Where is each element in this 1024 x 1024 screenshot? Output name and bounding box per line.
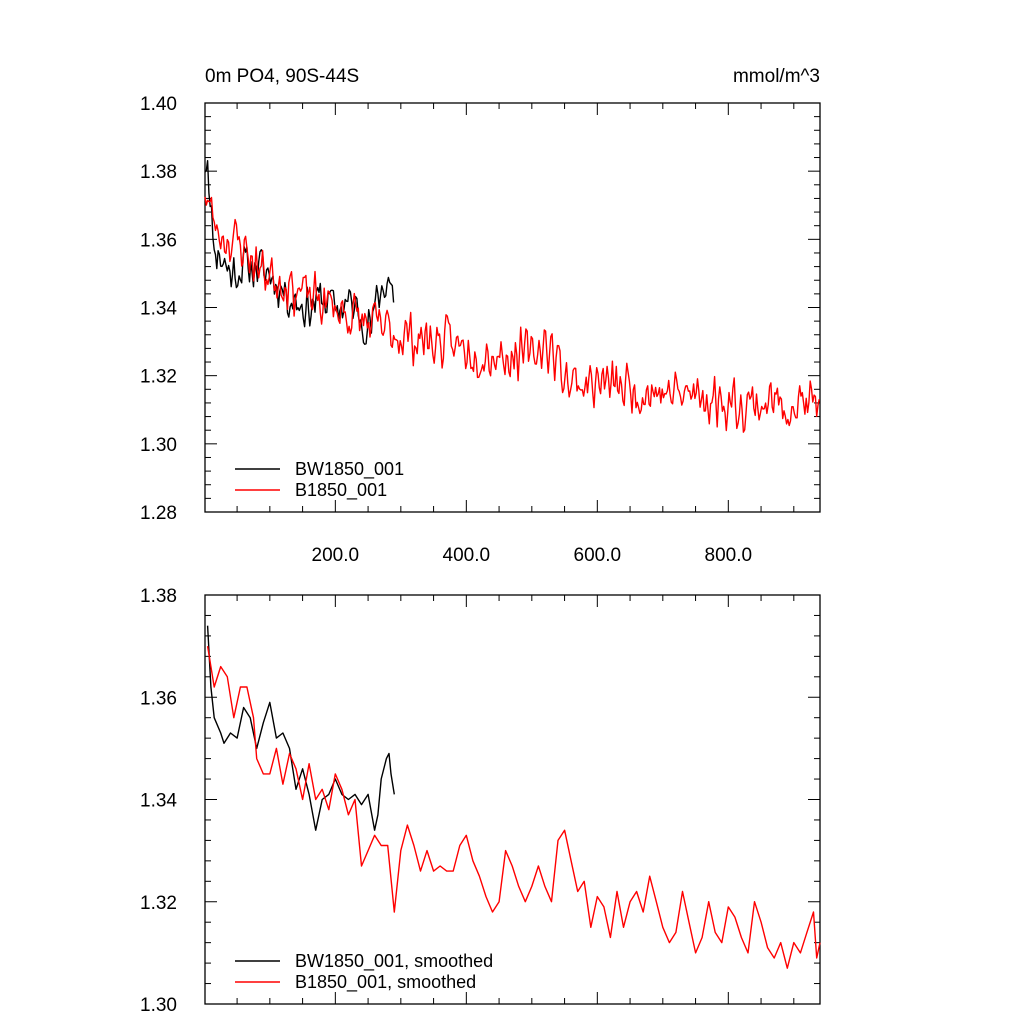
y-tick-label: 1.38	[140, 586, 177, 607]
x-tick-label: 200.0	[312, 545, 360, 566]
y-tick-label: 1.36	[140, 230, 177, 251]
series-group-bottom	[206, 625, 821, 969]
plot-frame-bottom	[204, 594, 821, 1005]
series-line-b1850-001	[204, 196, 820, 433]
y-tick-label: 1.32	[140, 893, 177, 914]
legend-bottom: BW1850_001, smoothed B1850_001, smoothed	[235, 951, 493, 993]
legend-label-bw1850-smoothed: BW1850_001, smoothed	[295, 951, 493, 972]
series-group-top	[204, 160, 820, 433]
plot-frame-top	[204, 102, 821, 513]
y-tick-label: 1.34	[140, 299, 177, 320]
x-tick-label: 800.0	[705, 545, 753, 566]
y-tick-labels-bottom: 1.30 1.32 1.34 1.36 1.38	[140, 586, 177, 1016]
axis-ticks-bottom	[205, 594, 820, 1005]
axis-ticks-top	[205, 102, 820, 513]
x-tick-label: 600.0	[574, 545, 622, 566]
y-tick-label: 1.32	[140, 367, 177, 388]
y-tick-labels-top: 1.28 1.30 1.32 1.34 1.36 1.38 1.40	[140, 94, 177, 524]
legend-label-b1850: B1850_001	[295, 480, 387, 501]
legend-label-bw1850: BW1850_001	[295, 459, 404, 480]
series-line-bw1850-001	[204, 160, 395, 345]
x-tick-label: 400.0	[443, 545, 491, 566]
y-tick-label: 1.40	[140, 94, 177, 115]
y-tick-label: 1.30	[140, 995, 177, 1016]
panel-top: 0m PO4, 90S-44S mmol/m^3 1.28 1.30 1.32 1.3…	[140, 66, 821, 566]
y-tick-label: 1.38	[140, 162, 177, 183]
chart-title-right: mmol/m^3	[733, 66, 820, 87]
legend-label-b1850-smoothed: B1850_001, smoothed	[295, 972, 476, 993]
x-tick-labels-top: 200.0 400.0 600.0 800.0	[312, 545, 753, 566]
y-tick-label: 1.28	[140, 503, 177, 524]
y-tick-label: 1.36	[140, 688, 177, 709]
series-line-b1850-001-smoothed	[206, 645, 821, 969]
y-tick-label: 1.34	[140, 791, 177, 812]
chart-title-left: 0m PO4, 90S-44S	[205, 66, 359, 87]
legend-top: BW1850_001 B1850_001	[235, 459, 404, 501]
series-line-bw1850-001-smoothed	[206, 625, 395, 831]
panel-bottom: 1.30 1.32 1.34 1.36 1.38 BW1850_001, smoothe…	[140, 586, 821, 1016]
y-tick-label: 1.30	[140, 435, 177, 456]
